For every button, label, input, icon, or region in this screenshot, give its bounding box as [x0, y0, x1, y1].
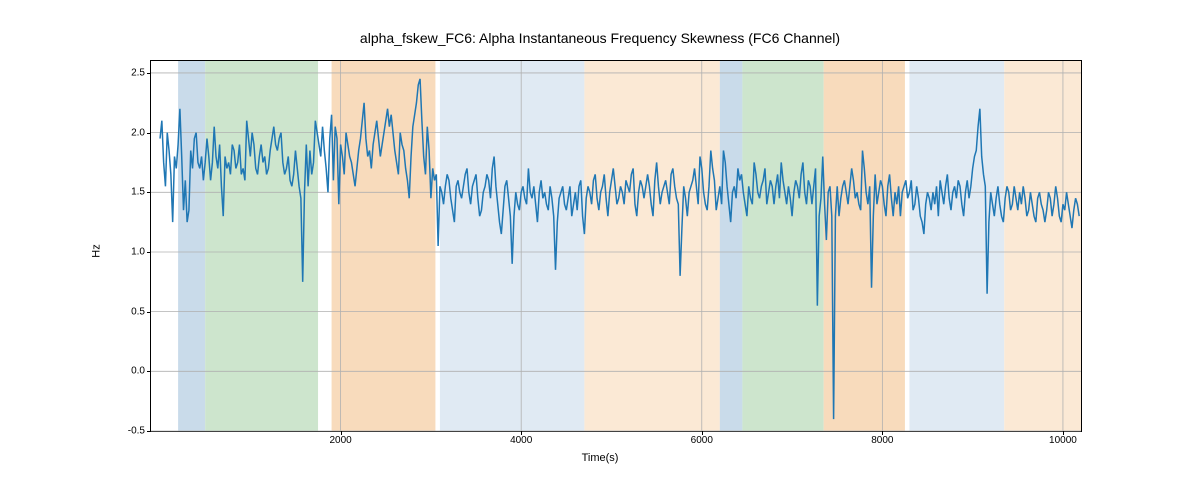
- background-band: [178, 61, 205, 431]
- bands-group: [178, 61, 1081, 431]
- background-band: [584, 61, 719, 431]
- chart-container: alpha_fskew_FC6: Alpha Instantaneous Fre…: [0, 0, 1200, 500]
- x-tick-label: 6000: [691, 431, 713, 446]
- x-axis-label: Time(s): [0, 452, 1200, 464]
- y-tick-label: 1.5: [131, 187, 151, 198]
- background-band: [332, 61, 436, 431]
- x-tick-label: 4000: [510, 431, 532, 446]
- x-tick-label: 10000: [1049, 431, 1077, 446]
- y-tick-label: 2.5: [131, 67, 151, 78]
- background-band: [742, 61, 823, 431]
- y-tick-label: 0.0: [131, 366, 151, 377]
- y-tick-label: 2.0: [131, 127, 151, 138]
- background-band: [909, 61, 1004, 431]
- background-band: [1004, 61, 1081, 431]
- background-band: [205, 61, 318, 431]
- y-axis-label: Hz: [91, 244, 103, 257]
- line-layer: [151, 61, 1081, 431]
- plot-area: -0.50.00.51.01.52.02.5200040006000800010…: [150, 60, 1082, 432]
- y-tick-label: 1.0: [131, 246, 151, 257]
- chart-title: alpha_fskew_FC6: Alpha Instantaneous Fre…: [0, 30, 1200, 46]
- x-tick-label: 2000: [329, 431, 351, 446]
- x-tick-label: 8000: [871, 431, 893, 446]
- background-band: [720, 61, 743, 431]
- y-tick-label: 0.5: [131, 306, 151, 317]
- y-tick-label: -0.5: [128, 426, 151, 437]
